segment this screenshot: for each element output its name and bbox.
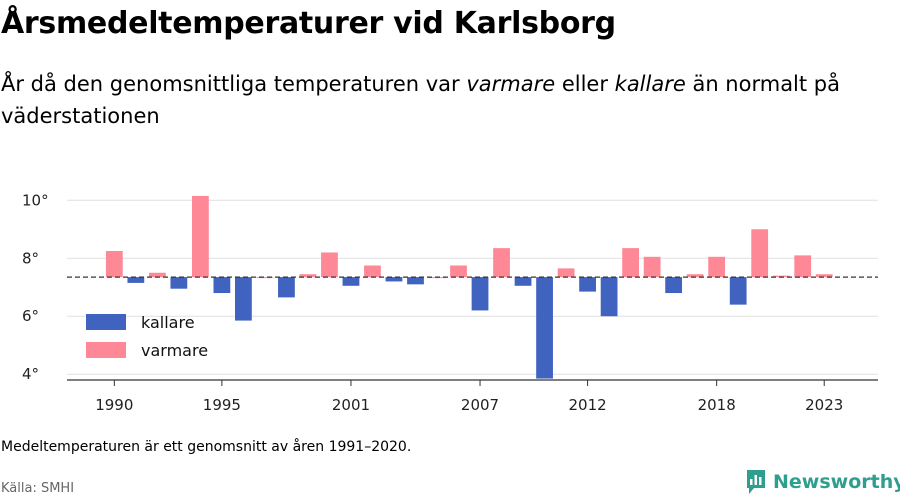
bar-2000 (321, 252, 338, 278)
bar-2004 (407, 277, 424, 285)
bar-2021 (772, 275, 790, 278)
bar-2013 (600, 277, 618, 317)
bar-2002 (364, 265, 381, 278)
bar-2001 (342, 277, 360, 286)
bar-2018 (708, 256, 726, 278)
source-credit: Källa: SMHI (1, 481, 75, 496)
legend-swatch-varmare (86, 342, 126, 358)
x-tick-label: 2023 (805, 396, 843, 414)
bars (105, 195, 833, 379)
bar-1997 (256, 277, 274, 279)
y-tick-label: 4° (22, 365, 39, 383)
legend: kallare varmare (86, 313, 208, 360)
bar-2014 (622, 248, 640, 278)
subtitle-part1: År då den genomsnittliga temperaturen va… (1, 72, 467, 96)
subtitle-warm-word: varmare (466, 72, 556, 96)
bar-1993 (170, 277, 188, 289)
subtitle-part3: än normalt på väderstationen (1, 72, 840, 128)
chart-subtitle: År då den genomsnittliga temperaturen va… (1, 68, 896, 132)
bar-2015 (643, 256, 661, 278)
bar-2008 (493, 248, 510, 278)
legend-swatch-kallare (86, 314, 126, 330)
newsworthy-logo: Newsworthy (745, 468, 900, 496)
footnote: Medeltemperaturen är ett genomsnitt av å… (1, 439, 412, 455)
x-axis: 1990 1995 2001 2007 2012 2018 2023 (67, 379, 878, 414)
bar-1994 (191, 195, 209, 278)
bar-1999 (299, 274, 317, 278)
y-tick-label: 10° (22, 191, 49, 209)
x-tick-label: 2018 (698, 396, 736, 414)
bar-2011 (557, 268, 575, 278)
x-tick-label: 2001 (332, 396, 370, 414)
bar-2003 (385, 277, 403, 282)
grid-lines: 4° 6° 8° 10° (22, 191, 878, 383)
bar-2022 (794, 255, 812, 278)
brand-icon (747, 470, 765, 494)
subtitle-part2: eller (555, 72, 615, 96)
y-tick-label: 6° (22, 307, 39, 325)
bar-2010 (536, 277, 553, 379)
x-tick-label: 2012 (568, 396, 606, 414)
bar-2017 (686, 274, 704, 278)
bar-2020 (751, 229, 769, 278)
x-tick-label: 2007 (461, 396, 499, 414)
bar-2006 (450, 265, 467, 278)
bar-2007 (471, 277, 489, 311)
bar-1992 (148, 272, 166, 278)
bar-2016 (665, 277, 683, 294)
bar-2009 (514, 277, 532, 286)
chart-title: Årsmedeltemperaturer vid Karlsborg (1, 6, 616, 41)
bar-1998 (278, 277, 295, 298)
bar-1995 (213, 277, 231, 294)
x-tick-label: 1995 (203, 396, 241, 414)
bar-2019 (729, 277, 747, 305)
bar-1991 (127, 277, 145, 283)
legend-label-kallare: kallare (141, 313, 195, 332)
x-tick-label: 1990 (95, 396, 133, 414)
subtitle-cold-word: kallare (614, 72, 686, 96)
bar-1990 (105, 251, 123, 278)
temperature-bar-chart: 4° 6° 8° 10° 1990 1995 2001 2007 2012 2018 2023 k… (22, 191, 878, 414)
bar-1996 (235, 277, 252, 321)
legend-label-varmare: varmare (141, 341, 208, 360)
y-tick-label: 8° (22, 249, 39, 267)
bar-2012 (579, 277, 596, 292)
brand-name: Newsworthy (773, 471, 900, 493)
bar-2023 (815, 274, 833, 278)
